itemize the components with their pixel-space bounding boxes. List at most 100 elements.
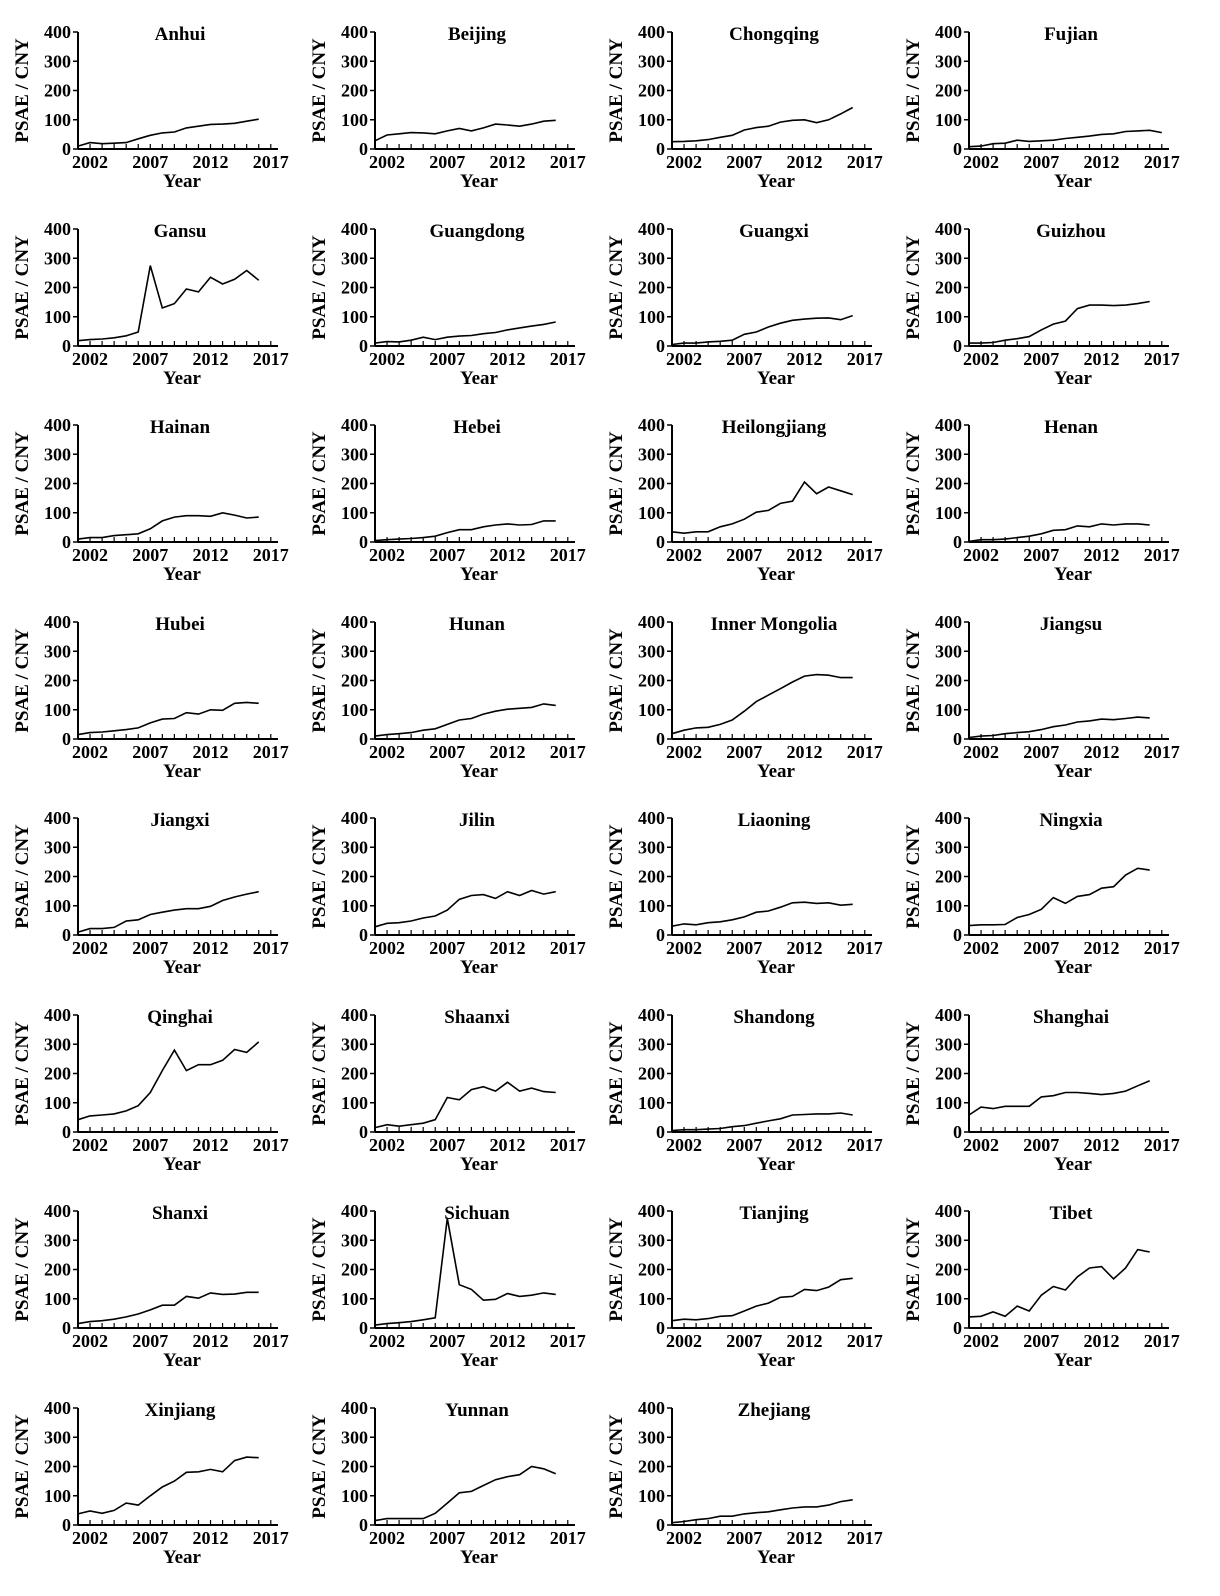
x-tick-label: 2012 xyxy=(490,1331,526,1351)
y-tick-label: 100 xyxy=(935,503,962,523)
y-tick-label: 400 xyxy=(638,1005,665,1025)
y-tick-label: 200 xyxy=(638,670,665,690)
x-tick-label: 2007 xyxy=(429,938,465,958)
y-tick-label: 300 xyxy=(44,1427,71,1447)
x-axis-label: Year xyxy=(757,1154,796,1175)
chart-panel: 0 100 200 300 400 2002 2007 2012 2017 Year PSAE / … xyxy=(602,1187,907,1387)
chart-title: Liaoning xyxy=(738,810,811,831)
y-tick-label: 400 xyxy=(935,1005,962,1025)
y-tick-label: 100 xyxy=(638,1092,665,1112)
y-tick-label: 100 xyxy=(935,306,962,326)
y-tick-label: 0 xyxy=(359,1515,368,1535)
series-line xyxy=(968,1248,1150,1318)
x-tick-label: 2017 xyxy=(253,349,289,369)
y-tick-label: 400 xyxy=(935,22,962,42)
x-axis-label: Year xyxy=(460,957,499,978)
series-line xyxy=(671,480,853,535)
chart-title: Shandong xyxy=(733,1007,815,1028)
chart-panel: 0 100 200 300 400 2002 2007 2012 2017 Year PSAE / … xyxy=(602,794,907,994)
x-tick-label: 2002 xyxy=(963,938,999,958)
y-tick-label: 300 xyxy=(341,837,368,857)
y-tick-label: 400 xyxy=(341,22,368,42)
y-tick-label: 400 xyxy=(638,1201,665,1221)
x-tick-label: 2017 xyxy=(847,1528,883,1548)
y-tick-label: 300 xyxy=(638,444,665,464)
y-tick-label: 400 xyxy=(44,415,71,435)
x-tick-label: 2017 xyxy=(847,1135,883,1155)
y-tick-label: 400 xyxy=(935,808,962,828)
x-tick-label: 2002 xyxy=(963,1331,999,1351)
y-axis-label: PSAE / CNY xyxy=(309,1217,330,1322)
series-line xyxy=(671,1498,853,1523)
chart-svg: 0 100 200 300 400 2002 2007 2012 2017 Year PSAE / … xyxy=(12,22,289,192)
y-tick-label: 200 xyxy=(638,867,665,887)
x-axis-label: Year xyxy=(757,761,796,782)
y-axis-label: PSAE / CNY xyxy=(12,1413,33,1518)
chart-title: Beijing xyxy=(448,24,507,45)
chart-svg: 0 100 200 300 400 2002 2007 2012 2017 Year PSAE / … xyxy=(606,415,883,585)
x-tick-label: 2002 xyxy=(369,349,405,369)
x-tick-label: 2002 xyxy=(72,1528,108,1548)
x-tick-label: 2002 xyxy=(72,1331,108,1351)
y-tick-label: 100 xyxy=(638,503,665,523)
chart-panel: 0 100 200 300 400 2002 2007 2012 2017 Year PSAE / … xyxy=(305,991,610,1191)
chart-panel: 0 100 200 300 400 2002 2007 2012 2017 Year PSAE / … xyxy=(899,598,1204,798)
x-tick-label: 2012 xyxy=(193,1528,229,1548)
x-tick-label: 2012 xyxy=(1084,1331,1120,1351)
y-tick-label: 200 xyxy=(341,1260,368,1280)
y-tick-label: 300 xyxy=(44,1230,71,1250)
x-axis-label: Year xyxy=(163,1154,202,1175)
chart-title: Heilongjiang xyxy=(722,417,827,438)
x-tick-label: 2017 xyxy=(1144,545,1180,565)
y-tick-label: 400 xyxy=(341,612,368,632)
y-axis-label: PSAE / CNY xyxy=(606,234,627,339)
y-tick-label: 100 xyxy=(638,1289,665,1309)
chart-svg: 0 100 200 300 400 2002 2007 2012 2017 Year PSAE / … xyxy=(903,22,1180,192)
chart-title: Shaanxi xyxy=(444,1007,509,1028)
y-tick-label: 200 xyxy=(935,1063,962,1083)
x-tick-label: 2007 xyxy=(726,545,762,565)
chart-title: Hebei xyxy=(453,417,501,438)
y-tick-label: 0 xyxy=(953,729,962,749)
y-tick-label: 100 xyxy=(935,1289,962,1309)
chart-panel: 0 100 200 300 400 2002 2007 2012 2017 Year PSAE / … xyxy=(8,8,313,208)
chart-panel: 0 100 200 300 400 2002 2007 2012 2017 Year PSAE / … xyxy=(305,8,610,208)
series-line xyxy=(968,1079,1151,1116)
series-line xyxy=(671,673,853,734)
x-tick-label: 2002 xyxy=(72,742,108,762)
x-tick-label: 2012 xyxy=(787,742,823,762)
x-tick-label: 2012 xyxy=(193,1135,229,1155)
x-tick-label: 2017 xyxy=(1144,152,1180,172)
x-axis-label: Year xyxy=(757,1350,796,1371)
y-tick-label: 400 xyxy=(44,612,71,632)
y-axis-label: PSAE / CNY xyxy=(606,1020,627,1125)
x-tick-label: 2012 xyxy=(787,1331,823,1351)
series-line xyxy=(374,702,556,737)
x-axis-label: Year xyxy=(163,1547,202,1568)
x-tick-label: 2002 xyxy=(72,1135,108,1155)
y-tick-label: 400 xyxy=(638,22,665,42)
y-tick-label: 0 xyxy=(953,139,962,159)
y-tick-label: 300 xyxy=(935,444,962,464)
chart-title: Yunnan xyxy=(445,1400,509,1421)
y-tick-label: 200 xyxy=(638,81,665,101)
y-axis-label: PSAE / CNY xyxy=(606,627,627,732)
x-tick-label: 2007 xyxy=(726,1331,762,1351)
y-tick-label: 200 xyxy=(341,277,368,297)
y-tick-label: 200 xyxy=(341,670,368,690)
chart-title: Xinjiang xyxy=(145,1400,216,1421)
x-tick-label: 2007 xyxy=(132,938,168,958)
y-axis-label: PSAE / CNY xyxy=(903,38,924,143)
y-tick-label: 300 xyxy=(935,1034,962,1054)
x-tick-label: 2007 xyxy=(1023,742,1059,762)
x-axis-label: Year xyxy=(1054,761,1093,782)
x-tick-label: 2017 xyxy=(847,349,883,369)
y-tick-label: 200 xyxy=(638,474,665,494)
x-tick-label: 2012 xyxy=(490,349,526,369)
x-tick-label: 2017 xyxy=(550,742,586,762)
series-line xyxy=(77,701,259,735)
y-axis-label: PSAE / CNY xyxy=(606,824,627,929)
chart-title: Hunan xyxy=(449,614,505,635)
chart-svg: 0 100 200 300 400 2002 2007 2012 2017 Year PSAE / … xyxy=(309,1201,586,1371)
y-tick-label: 200 xyxy=(935,277,962,297)
